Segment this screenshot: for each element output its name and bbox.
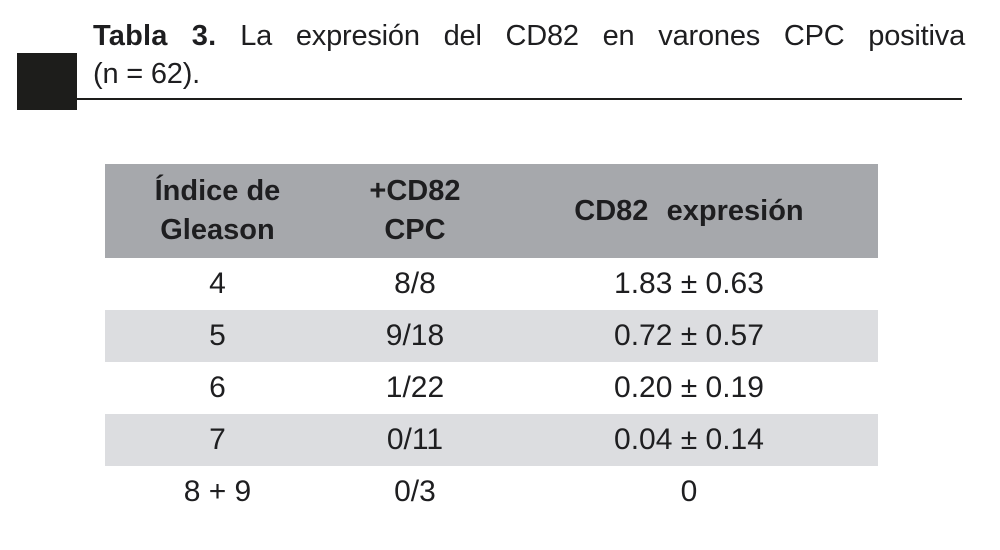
- table-row: 6 1/22 0.20 ± 0.19: [105, 362, 878, 414]
- table-row: 5 9/18 0.72 ± 0.57: [105, 310, 878, 362]
- caption-title-text: La expresión del CD82 en varones CPC pos…: [240, 20, 966, 52]
- gleason-value: 4: [209, 267, 226, 300]
- gleason-value: 6: [209, 371, 226, 404]
- expression-value: 0.72 ± 0.57: [614, 319, 764, 352]
- cpc-ratio-value: 9/18: [385, 319, 445, 352]
- caption-divider-line: [77, 98, 962, 100]
- gleason-value: 8 + 9: [183, 475, 252, 508]
- expression-value: 0.04 ± 0.14: [614, 423, 764, 456]
- table-caption: Tabla 3. La expresión del CD82 en varone…: [93, 17, 965, 93]
- gleason-value: 5: [209, 319, 226, 352]
- header-cd82-expression: CD82 expresión: [574, 194, 804, 227]
- expression-value: 1.83 ± 0.63: [614, 267, 764, 300]
- caption-table-number: Tabla 3.: [93, 20, 217, 52]
- cpc-ratio-value: 0/11: [386, 423, 444, 456]
- expression-value: 0.20 ± 0.19: [614, 371, 764, 404]
- table-row: 8 + 9 0/3 0: [105, 466, 878, 518]
- cpc-ratio-value: 0/3: [394, 475, 436, 508]
- corner-marker: [17, 53, 77, 110]
- header-cd82-cpc: +CD82 CPC: [369, 175, 461, 246]
- table-row: 7 0/11 0.04 ± 0.14: [105, 414, 878, 466]
- expression-value: 0: [680, 475, 698, 508]
- header-gleason-index: Índice de Gleason: [154, 175, 281, 246]
- data-table: Índice de Gleason +CD82 CPC CD82 expresi…: [105, 164, 878, 518]
- table-row: 4 8/8 1.83 ± 0.63: [105, 258, 878, 310]
- gleason-value: 7: [209, 423, 226, 456]
- caption-line-1: Tabla 3. La expresión del CD82 en varone…: [93, 17, 965, 55]
- cpc-ratio-value: 1/22: [385, 371, 445, 404]
- table-header-row: Índice de Gleason +CD82 CPC CD82 expresi…: [105, 164, 878, 258]
- caption-sample-size: (n = 62).: [93, 58, 201, 90]
- cpc-ratio-value: 8/8: [394, 267, 436, 300]
